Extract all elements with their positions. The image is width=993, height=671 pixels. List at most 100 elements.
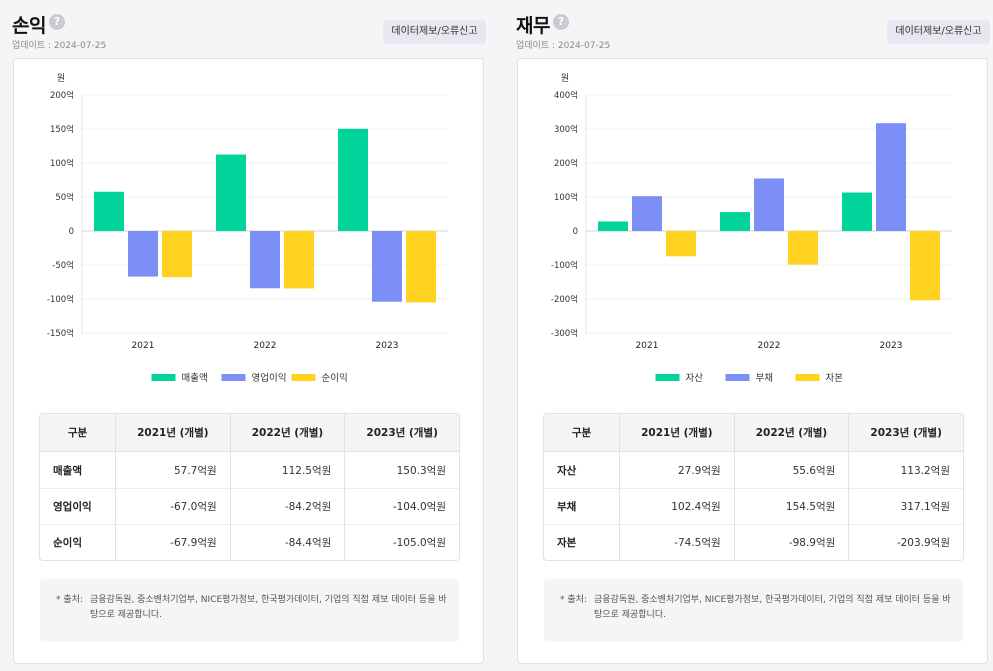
legend-swatch bbox=[655, 374, 680, 381]
financial-table: 구분 2021년 (개별) 2022년 (개별) 2023년 (개별) 자산 2… bbox=[543, 413, 964, 561]
table-cell: 57.7억원 bbox=[115, 452, 230, 488]
source-note: * 출처: 금융감독원, 중소벤처기업부, NICE평가정보, 한국평가데이터,… bbox=[40, 579, 459, 642]
row-label: 부채 bbox=[544, 488, 619, 524]
table-cell: -84.2억원 bbox=[229, 488, 345, 524]
legend-swatch bbox=[291, 374, 316, 381]
y-tick-label: 300억 bbox=[554, 124, 578, 135]
table-row: 부채 102.4억원 154.5억원 317.1억원 bbox=[544, 488, 963, 524]
y-tick-label: 0 bbox=[69, 227, 74, 237]
legend-label: 매출액 bbox=[182, 372, 208, 384]
bar bbox=[598, 221, 628, 231]
y-tick-label: -100억 bbox=[551, 260, 578, 271]
y-tick-label: -100억 bbox=[47, 294, 74, 305]
table-cell: 112.5억원 bbox=[229, 452, 345, 488]
bar bbox=[788, 231, 818, 265]
table-cell: -74.5억원 bbox=[619, 524, 734, 560]
table-cell: 154.5억원 bbox=[733, 488, 849, 524]
bar bbox=[754, 178, 784, 231]
legend-swatch bbox=[221, 374, 246, 381]
table-header-row: 구분 2021년 (개별) 2022년 (개별) 2023년 (개별) bbox=[544, 414, 963, 452]
table-cell: 102.4억원 bbox=[619, 488, 734, 524]
bar bbox=[666, 231, 696, 257]
income-card: 원 200억 150억 100억 50억 0 -50억 -100억 -150억 2021 2022 2… bbox=[13, 58, 484, 664]
bar bbox=[876, 123, 906, 231]
financial-panel: 재무 ? 업데이트 : 2024-07-25 데이터제보/오류신고 원 400억 3… bbox=[516, 0, 991, 671]
source-label: * 출처: bbox=[56, 595, 83, 605]
unit-label: 원 bbox=[57, 73, 65, 84]
legend-swatch bbox=[725, 374, 750, 381]
y-tick-label: -50억 bbox=[52, 260, 74, 271]
bar bbox=[720, 212, 750, 231]
table-row: 자본 -74.5억원 -98.9억원 -203.9억원 bbox=[544, 524, 963, 560]
y-tick-label: -150억 bbox=[47, 328, 74, 339]
table-cell: 55.6억원 bbox=[733, 452, 849, 488]
source-label: * 출처: bbox=[560, 595, 587, 605]
y-tick-label: -300억 bbox=[551, 328, 578, 339]
x-tick-label: 2022 bbox=[254, 341, 277, 351]
table-header-cell: 구분 bbox=[40, 414, 115, 452]
legend-label: 영업이익 bbox=[252, 372, 287, 384]
row-label: 자본 bbox=[544, 524, 619, 560]
row-label: 자산 bbox=[557, 464, 577, 477]
source-note: * 출처: 금융감독원, 중소벤처기업부, NICE평가정보, 한국평가데이터,… bbox=[544, 579, 963, 642]
table-row: 자산 27.9억원 55.6억원 113.2억원 bbox=[544, 452, 963, 488]
table-cell: 27.9억원 bbox=[619, 452, 734, 488]
table-cell: -84.4억원 bbox=[229, 524, 345, 560]
legend-label: 자본 bbox=[826, 373, 844, 384]
x-tick-label: 2021 bbox=[636, 341, 659, 351]
y-tick-label: 400억 bbox=[554, 90, 578, 101]
bar bbox=[372, 231, 402, 302]
y-tick-label: 150억 bbox=[50, 124, 74, 135]
financial-bar-chart: 원 400억 300억 200억 100억 0 -100억 -200억 -300억 2021 202… bbox=[551, 73, 952, 384]
table-cell: -105.0억원 bbox=[344, 524, 459, 560]
income-bar-chart: 원 200억 150억 100억 50억 0 -50억 -100억 -150억 2021 2022 2… bbox=[47, 73, 448, 384]
income-table: 구분 2021년 (개별) 2022년 (개별) 2023년 (개별) 매출액 … bbox=[39, 413, 460, 561]
unit-label: 원 bbox=[561, 73, 569, 84]
table-header-cell: 2021년 (개별) bbox=[619, 414, 734, 452]
table-row: 매출액 57.7억원 112.5억원 150.3억원 bbox=[40, 452, 459, 488]
table-row: 순이익 -67.9억원 -84.4억원 -105.0억원 bbox=[40, 524, 459, 560]
row-label: 매출액 bbox=[53, 464, 82, 477]
table-header-cell: 2021년 (개별) bbox=[115, 414, 230, 452]
panel-title: 재무 bbox=[516, 15, 550, 37]
update-date: 업데이트 : 2024-07-25 bbox=[516, 41, 611, 51]
report-error-button[interactable]: 데이터제보/오류신고 bbox=[383, 20, 486, 44]
bar bbox=[128, 231, 158, 277]
table-cell: 317.1억원 bbox=[848, 488, 963, 524]
legend-label: 순이익 bbox=[322, 372, 348, 384]
update-date: 업데이트 : 2024-07-25 bbox=[12, 41, 107, 51]
source-text: 금융감독원, 중소벤처기업부, NICE평가정보, 한국평가데이터, 기업의 직… bbox=[90, 595, 447, 620]
table-header-cell: 2022년 (개별) bbox=[733, 414, 849, 452]
bar bbox=[338, 128, 368, 231]
table-cell: -203.9억원 bbox=[848, 524, 963, 560]
x-tick-label: 2021 bbox=[132, 341, 155, 351]
table-header-cell: 2023년 (개별) bbox=[344, 414, 459, 452]
report-error-button[interactable]: 데이터제보/오류신고 bbox=[887, 20, 990, 44]
bar bbox=[250, 231, 280, 289]
y-tick-label: -200억 bbox=[551, 294, 578, 305]
table-cell: -67.0억원 bbox=[115, 488, 230, 524]
y-tick-label: 50억 bbox=[55, 192, 74, 203]
row-label: 순이익 bbox=[40, 524, 115, 560]
table-cell: -67.9억원 bbox=[115, 524, 230, 560]
y-tick-label: 100억 bbox=[554, 192, 578, 203]
x-tick-label: 2023 bbox=[880, 341, 903, 351]
financial-card: 원 400억 300억 200억 100억 0 -100억 -200억 -300억 2021 202… bbox=[517, 58, 988, 664]
x-tick-label: 2023 bbox=[376, 341, 399, 351]
bar bbox=[284, 231, 314, 289]
bar bbox=[910, 231, 940, 301]
help-icon[interactable]: ? bbox=[553, 14, 569, 30]
bar bbox=[216, 154, 246, 231]
table-cell: -98.9억원 bbox=[733, 524, 849, 560]
legend-label: 자산 bbox=[686, 373, 704, 384]
table-header-cell: 구분 bbox=[544, 414, 619, 452]
x-tick-label: 2022 bbox=[758, 341, 781, 351]
help-icon[interactable]: ? bbox=[49, 14, 65, 30]
bar bbox=[162, 231, 192, 278]
table-cell: -104.0억원 bbox=[344, 488, 459, 524]
table-header-cell: 2022년 (개별) bbox=[229, 414, 345, 452]
y-tick-label: 200억 bbox=[554, 158, 578, 169]
table-header-cell: 2023년 (개별) bbox=[848, 414, 963, 452]
panel-title: 손익 bbox=[12, 15, 46, 37]
legend-swatch bbox=[151, 374, 176, 381]
